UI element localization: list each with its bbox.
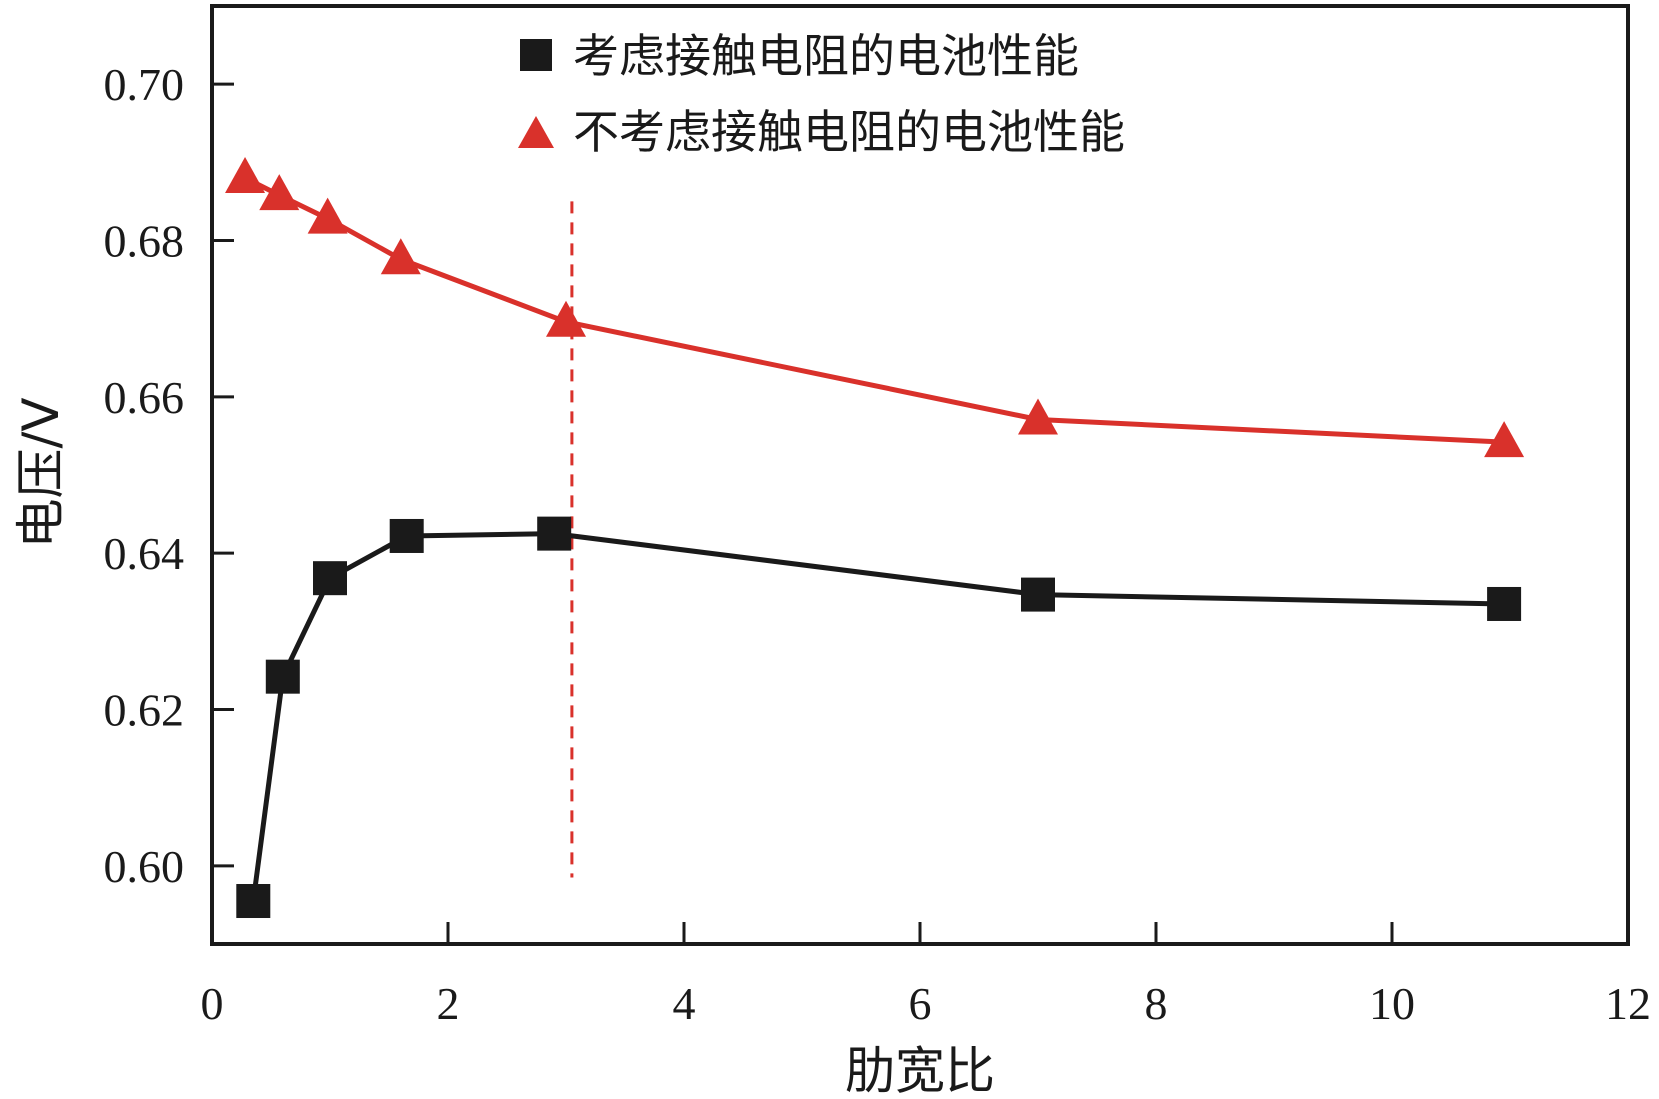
series-1-square-point [537,516,572,551]
legend-square-marker [520,39,552,71]
y-tick-label: 0.62 [104,685,185,736]
series-1-square-point [236,884,271,919]
series-line-2 [243,175,1505,445]
x-tick-label: 0 [201,978,224,1029]
y-tick-label: 0.68 [104,216,185,267]
series-line-1 [250,531,1505,902]
x-tick-label: 6 [909,978,932,1029]
x-tick-label: 8 [1145,978,1168,1029]
series-1-square-point [1021,577,1055,612]
x-tick-label: 4 [673,978,696,1029]
legend-label-series-1: 考虑接触电阻的电池性能 [573,29,1079,83]
series-2-triangle-point [1484,421,1525,458]
series-1-square-point [313,561,347,596]
legend-triangle-marker [518,116,554,148]
series-1-square-point [1487,586,1522,621]
y-tick-label: 0.70 [104,59,185,110]
y-tick-label: 0.60 [104,841,185,892]
series-2-triangle-point [225,156,266,193]
legend-label-series-2: 不考虑接触电阻的电池性能 [573,105,1125,159]
x-axis: 0 2 4 6 8 10 12 [201,922,1651,1029]
x-tick-label: 2 [437,978,460,1029]
series-2-triangle-point [307,197,348,234]
series-2-triangle-point [259,174,300,211]
series-2-triangle-point [1018,398,1058,435]
y-axis: 0.60 0.62 0.64 0.66 0.68 0.70 [104,59,234,892]
y-tick-label: 0.64 [104,528,185,579]
series-1-square-point [265,659,300,694]
series-1-square-point [389,518,424,553]
series-2-triangle-point [546,300,586,337]
series-2-triangle-point [380,238,421,275]
series-layer [225,156,1525,919]
legend: 考虑接触电阻的电池性能 不考虑接触电阻的电池性能 [518,29,1125,159]
x-axis-title: 肋宽比 [845,1042,995,1099]
x-tick-label: 10 [1369,978,1415,1029]
x-tick-label: 12 [1605,978,1651,1029]
y-tick-label: 0.66 [104,372,185,423]
y-axis-title: 电压/V [12,397,70,548]
